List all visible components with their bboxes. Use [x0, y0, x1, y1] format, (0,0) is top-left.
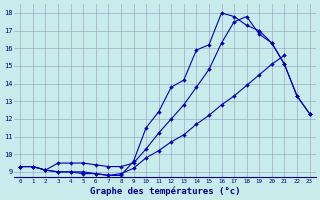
- X-axis label: Graphe des températures (°c): Graphe des températures (°c): [90, 186, 240, 196]
